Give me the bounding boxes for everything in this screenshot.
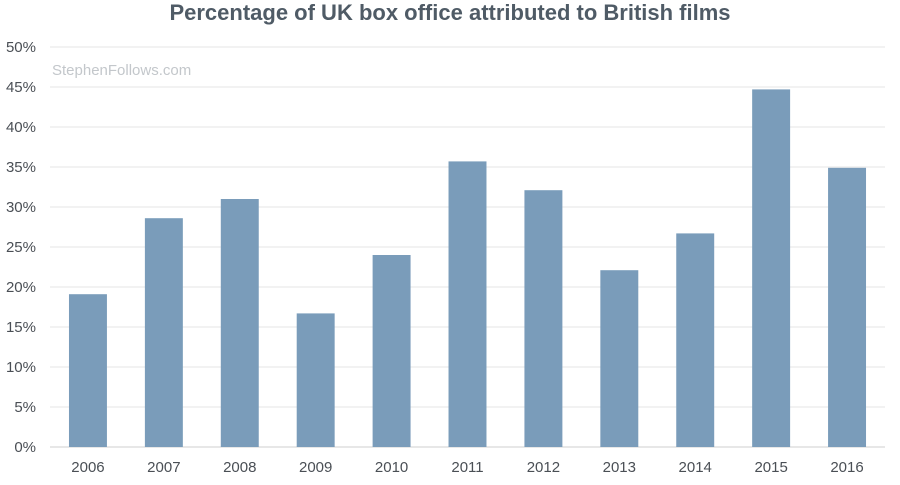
bars <box>68 89 867 448</box>
x-tick-label: 2016 <box>830 459 863 476</box>
x-tick-label: 2012 <box>527 459 560 476</box>
bar-2012 <box>524 190 563 447</box>
bar-2011 <box>448 161 487 447</box>
bar-2013 <box>600 270 639 447</box>
bar-2014 <box>676 233 715 447</box>
y-tick-label: 5% <box>14 399 36 416</box>
bar-2016 <box>828 167 867 448</box>
bar-2008 <box>220 199 259 447</box>
bar-2006 <box>68 294 107 447</box>
x-tick-label: 2008 <box>223 459 256 476</box>
y-tick-label: 0% <box>14 439 36 456</box>
y-tick-label: 25% <box>6 239 36 256</box>
y-tick-label: 15% <box>6 319 36 336</box>
y-tick-label: 40% <box>6 119 36 136</box>
y-tick-label: 30% <box>6 199 36 216</box>
y-tick-label: 50% <box>6 39 36 56</box>
y-tick-label: 45% <box>6 79 36 96</box>
y-tick-label: 20% <box>6 279 36 296</box>
y-axis: 0% 5% 10% 15% 20% 25% 30% 35% 40% 45% 50% <box>6 39 36 456</box>
watermark: StephenFollows.com <box>52 62 191 79</box>
x-tick-label: 2014 <box>679 459 712 476</box>
x-tick-label: 2006 <box>71 459 104 476</box>
x-axis: 2006 2007 2008 2009 2010 2011 2012 2013 2014 2015… <box>71 459 863 476</box>
bar-2015 <box>752 89 791 448</box>
x-tick-label: 2007 <box>147 459 180 476</box>
y-tick-label: 10% <box>6 359 36 376</box>
bar-2010 <box>372 255 411 447</box>
bar-2007 <box>144 218 183 447</box>
x-tick-label: 2015 <box>754 459 787 476</box>
x-tick-label: 2010 <box>375 459 408 476</box>
x-tick-label: 2013 <box>603 459 636 476</box>
x-tick-label: 2011 <box>451 459 483 476</box>
x-tick-label: 2009 <box>299 459 332 476</box>
bar-2009 <box>296 313 335 447</box>
chart-title: Percentage of UK box office attributed t… <box>169 0 730 25</box>
y-tick-label: 35% <box>6 159 36 176</box>
